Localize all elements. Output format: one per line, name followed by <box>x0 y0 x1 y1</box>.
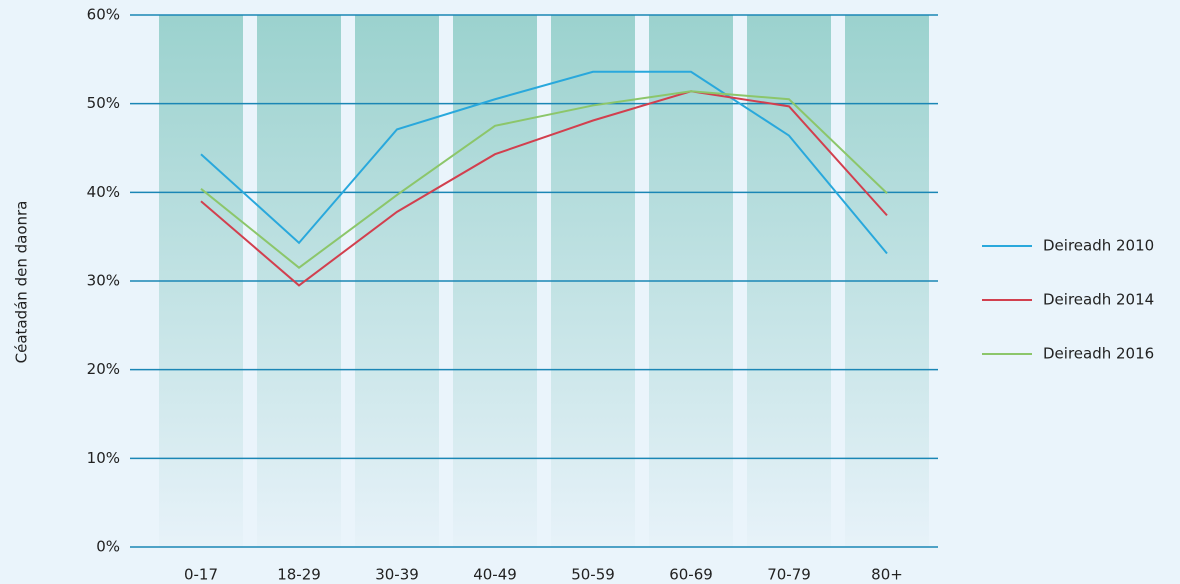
y-tick-label: 40% <box>87 183 120 201</box>
x-tick-label: 80+ <box>871 566 903 584</box>
x-tick-label: 40-49 <box>473 566 517 584</box>
y-tick-label: 50% <box>87 94 120 112</box>
series-line <box>200 70 888 255</box>
series-line <box>200 90 888 287</box>
y-tick-label: 20% <box>87 360 120 378</box>
legend-label: Deireadh 2014 <box>1043 291 1154 309</box>
y-tick-label: 30% <box>87 272 120 290</box>
y-tick-label: 0% <box>96 538 120 556</box>
y-tick-label: 60% <box>87 6 120 24</box>
x-tick-label: 18-29 <box>277 566 321 584</box>
legend-label: Deireadh 2010 <box>1043 237 1154 255</box>
x-tick-label: 70-79 <box>767 566 811 584</box>
legend-label: Deireadh 2016 <box>1043 345 1154 363</box>
y-tick-label: 10% <box>87 449 120 467</box>
x-tick-label: 60-69 <box>669 566 713 584</box>
y-axis-label: Céatadán den daonra <box>13 201 31 364</box>
series-line <box>200 90 888 269</box>
x-tick-label: 30-39 <box>375 566 419 584</box>
x-tick-label: 50-59 <box>571 566 615 584</box>
x-tick-label: 0-17 <box>184 566 218 584</box>
